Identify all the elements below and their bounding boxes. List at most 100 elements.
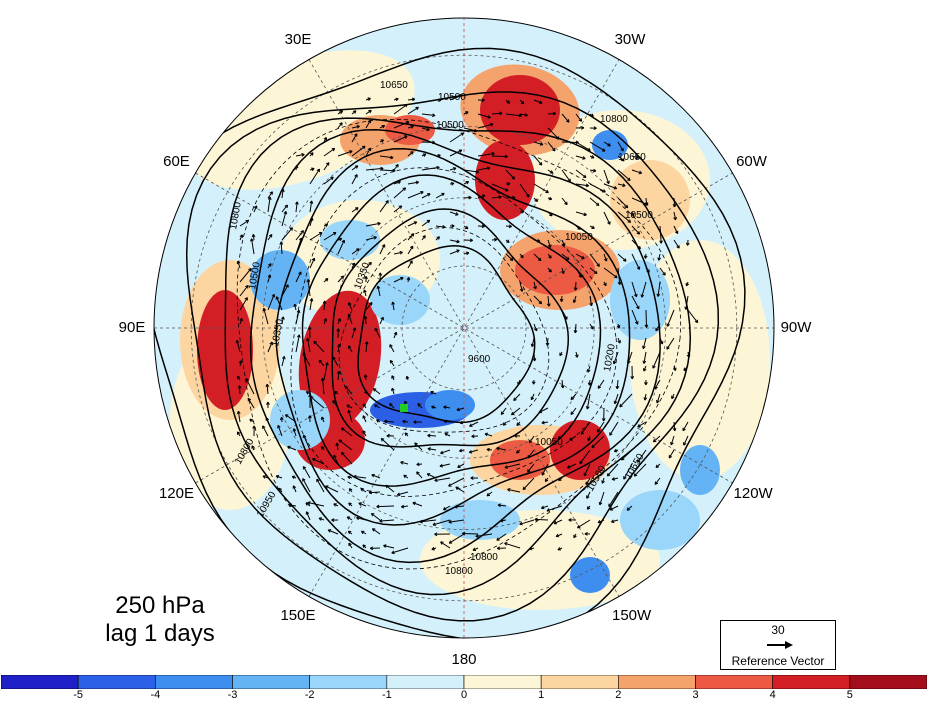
plot-title-level: 250 hPa xyxy=(115,592,205,619)
wind-vector-head xyxy=(391,301,395,305)
wind-vector-head xyxy=(348,502,352,506)
wind-vector xyxy=(371,474,381,479)
wind-vector-head xyxy=(251,234,256,238)
wind-vector xyxy=(456,407,465,411)
wind-vector xyxy=(631,253,640,270)
wind-vector-head xyxy=(440,450,444,455)
wind-vector-head xyxy=(587,147,591,152)
colorbar-swatch xyxy=(618,675,696,689)
wind-vector-head xyxy=(548,255,552,259)
wind-vector-head xyxy=(348,542,352,547)
wind-vector-head xyxy=(587,382,592,386)
wind-vector-head xyxy=(288,503,293,508)
wind-vector-head xyxy=(427,447,431,451)
wind-vector xyxy=(491,196,502,199)
wind-vector xyxy=(337,371,340,381)
wind-vector xyxy=(654,477,661,485)
wind-vector xyxy=(336,442,339,451)
wind-vector-head xyxy=(577,226,581,230)
wind-vector-head xyxy=(520,100,525,105)
wind-vector-head xyxy=(340,451,345,456)
wind-vector-head xyxy=(426,127,430,132)
wind-vector-head xyxy=(337,343,341,348)
wind-vector-head xyxy=(672,203,677,208)
colorbar-tick-label: 0 xyxy=(460,689,468,701)
wind-vector xyxy=(400,461,409,465)
longitude-label: 30E xyxy=(284,31,312,49)
wind-vector-head xyxy=(352,110,357,114)
wind-vector xyxy=(477,123,494,129)
wind-vector-head xyxy=(514,433,518,438)
colorbar-tick-label: -4 xyxy=(150,689,161,701)
wind-vector xyxy=(313,340,325,353)
wind-vector-head xyxy=(296,334,301,338)
wind-vector-head xyxy=(683,367,687,372)
wind-vector-head xyxy=(386,433,390,438)
wind-vector-head xyxy=(305,391,310,395)
wind-vector-head xyxy=(409,245,414,250)
wind-vector-head xyxy=(532,358,537,362)
wind-vector-head xyxy=(364,389,368,393)
wind-vector-head xyxy=(507,488,511,492)
wind-vector-head xyxy=(539,100,543,104)
wind-vector-head xyxy=(356,248,360,252)
longitude-label: 120E xyxy=(158,485,194,502)
wind-vector-head xyxy=(644,324,649,328)
wind-vector-head xyxy=(417,403,421,407)
wind-vector-head xyxy=(309,396,314,400)
wind-vector xyxy=(531,337,535,347)
wind-vector-head xyxy=(610,519,615,524)
wind-vector-head xyxy=(278,487,282,492)
wind-vector-head xyxy=(362,415,366,419)
wind-vector-head xyxy=(548,268,552,273)
wind-vector-head xyxy=(636,266,641,270)
wind-vector xyxy=(337,122,343,129)
wind-vector-head xyxy=(431,405,435,409)
wind-vector xyxy=(267,234,273,241)
wind-vector-head xyxy=(302,466,307,470)
wind-vector-head xyxy=(537,238,541,243)
wind-vector-head xyxy=(456,249,460,253)
wind-vector xyxy=(348,345,353,353)
longitude-label: 120W xyxy=(733,485,773,502)
wind-vector xyxy=(393,277,404,283)
wind-vector-head xyxy=(298,271,302,275)
wind-vector xyxy=(358,502,367,507)
contour-label: 9600 xyxy=(468,354,491,365)
wind-vector-head xyxy=(612,360,617,365)
colorbar-swatch xyxy=(309,675,388,689)
wind-vector-head xyxy=(265,383,270,388)
longitude-label: 0 xyxy=(446,0,482,4)
wind-vector xyxy=(307,338,311,353)
wind-vector xyxy=(351,165,359,171)
wind-vector-head xyxy=(354,133,358,137)
wind-vector-head xyxy=(627,177,631,182)
wind-vector-head xyxy=(307,326,312,330)
wind-vector xyxy=(500,407,507,415)
wind-vector-head xyxy=(404,135,408,139)
wind-vector-head xyxy=(336,328,341,332)
wind-vector-head xyxy=(642,345,646,349)
source-marker xyxy=(400,404,408,412)
wind-vector xyxy=(652,351,661,369)
wind-vector xyxy=(574,281,577,291)
wind-vector xyxy=(561,253,570,260)
wind-vector xyxy=(337,239,345,255)
anomaly-patch xyxy=(570,557,610,593)
wind-vector-head xyxy=(397,180,401,185)
wind-vector xyxy=(533,323,538,332)
wind-vector-head xyxy=(561,242,566,247)
wind-vector xyxy=(484,433,493,437)
wind-vector xyxy=(637,421,647,428)
wind-vector-head xyxy=(456,239,460,244)
wind-vector-head xyxy=(346,404,350,408)
wind-vector xyxy=(295,201,298,213)
wind-vector-head xyxy=(541,420,545,425)
colorbar-swatch xyxy=(540,675,619,689)
wind-vector xyxy=(393,135,408,143)
wind-vector xyxy=(362,415,367,423)
wind-vector xyxy=(603,211,611,225)
wind-vector xyxy=(561,239,566,247)
wind-vector xyxy=(575,169,587,178)
wind-vector xyxy=(341,427,353,437)
